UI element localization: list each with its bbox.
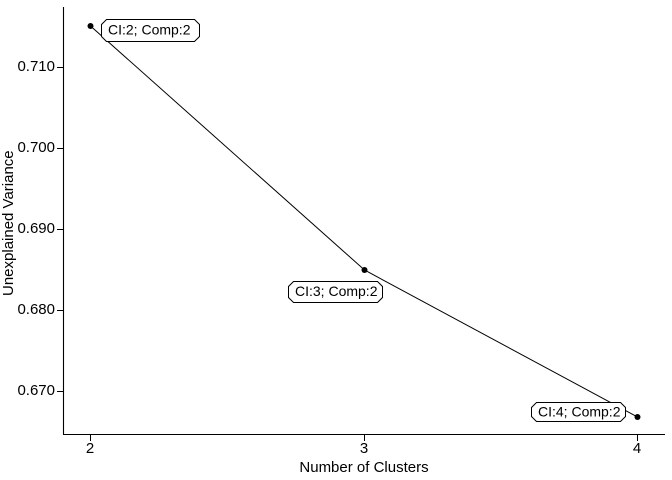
svg-text:CI:2; Comp:2: CI:2; Comp:2 — [108, 22, 191, 38]
svg-text:CI:3; Comp:2: CI:3; Comp:2 — [295, 283, 378, 299]
svg-text:CI:4; Comp:2: CI:4; Comp:2 — [538, 404, 621, 420]
